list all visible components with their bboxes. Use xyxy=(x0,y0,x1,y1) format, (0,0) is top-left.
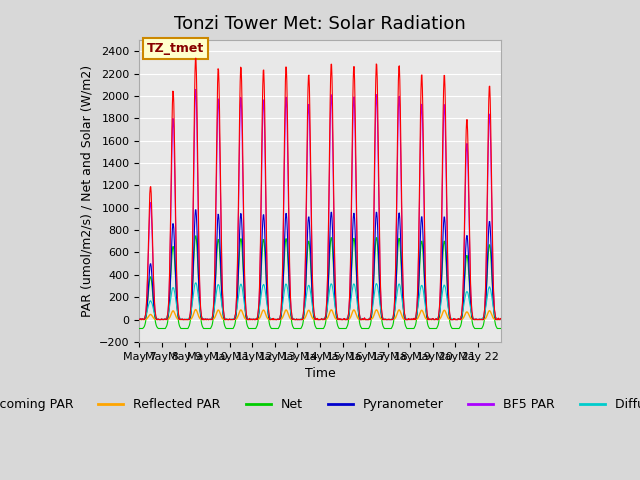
X-axis label: Time: Time xyxy=(305,367,335,380)
Y-axis label: PAR (umol/m2/s) / Net and Solar (W/m2): PAR (umol/m2/s) / Net and Solar (W/m2) xyxy=(81,65,93,317)
Text: TZ_tmet: TZ_tmet xyxy=(147,42,204,55)
Legend: Incoming PAR, Reflected PAR, Net, Pyranometer, BF5 PAR, Diffuse PAR: Incoming PAR, Reflected PAR, Net, Pyrano… xyxy=(0,394,640,417)
Title: Tonzi Tower Met: Solar Radiation: Tonzi Tower Met: Solar Radiation xyxy=(174,15,466,33)
